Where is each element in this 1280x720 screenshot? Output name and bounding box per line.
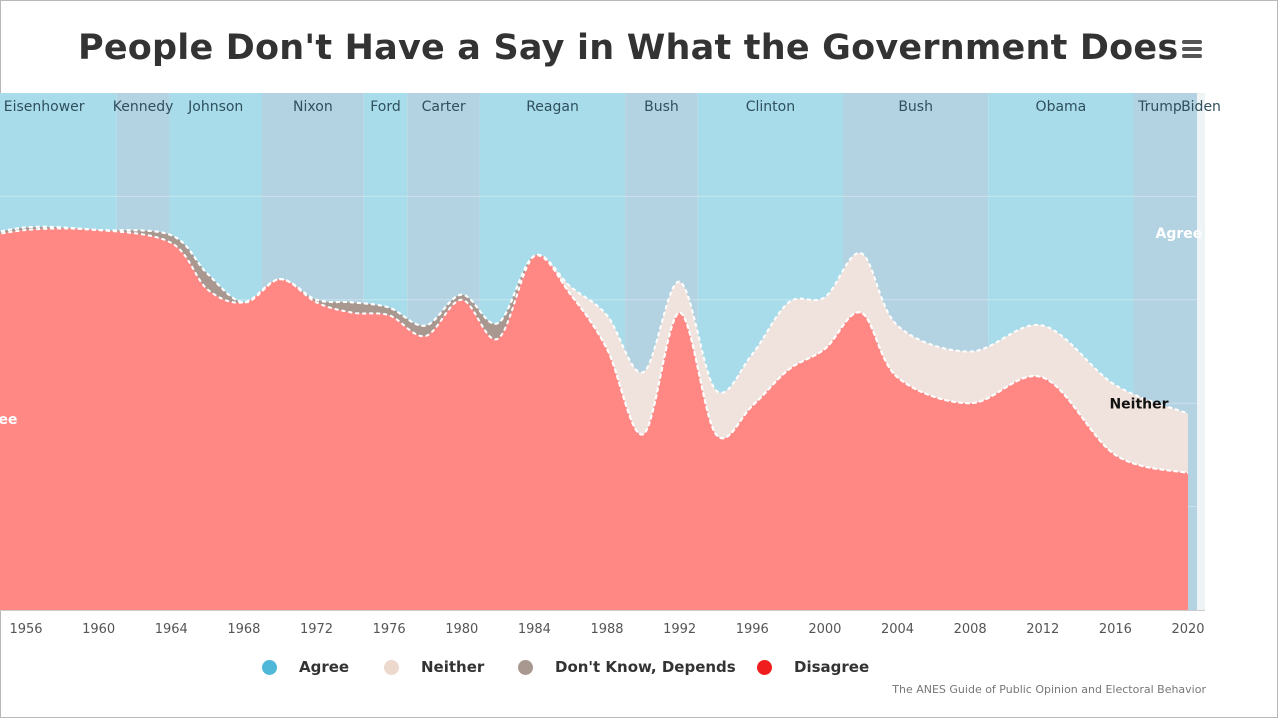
x-tick-label-2020: 2020 bbox=[1171, 622, 1204, 637]
president-label-bush: Bush bbox=[898, 99, 933, 115]
x-tick-label-2016: 2016 bbox=[1099, 622, 1132, 637]
plot-edge bbox=[1197, 93, 1205, 610]
x-tick-label-2008: 2008 bbox=[954, 622, 987, 637]
x-tick-label-1956: 1956 bbox=[9, 622, 42, 637]
legend-marker bbox=[262, 659, 277, 675]
legend-label: Agree bbox=[299, 658, 350, 676]
president-label-nixon: Nixon bbox=[293, 99, 333, 115]
legend-label: Disagree bbox=[794, 658, 870, 676]
president-label-trump: Trump bbox=[1137, 99, 1182, 115]
x-tick-label-2004: 2004 bbox=[881, 622, 914, 637]
area-disagree bbox=[0, 228, 1188, 611]
legend-marker bbox=[757, 659, 772, 675]
chart-legend: Agree Neither Don't Know, Depends Disagree bbox=[0, 654, 1280, 680]
president-label-reagan: Reagan bbox=[526, 99, 579, 115]
area-label-agree: Agree bbox=[1156, 226, 1203, 242]
chart-title: People Don't Have a Say in What the Gove… bbox=[78, 28, 1179, 68]
legend-marker bbox=[384, 659, 399, 675]
series-line-neither bbox=[0, 225, 1189, 415]
president-label-clinton: Clinton bbox=[746, 99, 795, 115]
x-tick-label-1976: 1976 bbox=[373, 622, 406, 637]
president-label-johnson: Johnson bbox=[187, 99, 243, 115]
x-tick-label-1960: 1960 bbox=[82, 622, 115, 637]
legend-item-disagree[interactable]: Disagree bbox=[757, 654, 869, 680]
legend-item-don-t-know-depends[interactable]: Don't Know, Depends bbox=[518, 654, 736, 680]
president-label-biden: Biden bbox=[1181, 99, 1221, 115]
x-tick-label-1996: 1996 bbox=[736, 622, 769, 637]
legend-label: Don't Know, Depends bbox=[555, 658, 736, 676]
president-label-ford: Ford bbox=[370, 99, 401, 115]
x-tick-label-1988: 1988 bbox=[590, 622, 623, 637]
president-label-eisenhower: Eisenhower bbox=[4, 99, 85, 115]
x-tick-label-1972: 1972 bbox=[300, 622, 333, 637]
legend-label: Neither bbox=[421, 658, 485, 676]
legend-marker bbox=[518, 659, 533, 675]
x-tick-label-1968: 1968 bbox=[227, 622, 260, 637]
president-label-carter: Carter bbox=[422, 99, 466, 115]
x-tick-label-1984: 1984 bbox=[518, 622, 551, 637]
president-label-obama: Obama bbox=[1036, 99, 1087, 115]
x-tick-label-2012: 2012 bbox=[1026, 622, 1059, 637]
legend-item-agree[interactable]: Agree bbox=[262, 654, 349, 680]
president-label-bush: Bush bbox=[644, 99, 679, 115]
area-label-neither: Neither bbox=[1109, 396, 1168, 412]
area-label-disagree: Disagree bbox=[0, 412, 17, 428]
x-tick-label-1980: 1980 bbox=[445, 622, 478, 637]
x-tick-label-2000: 2000 bbox=[808, 622, 841, 637]
hamburger-menu-icon[interactable] bbox=[1178, 36, 1208, 62]
x-tick-label-1964: 1964 bbox=[155, 622, 188, 637]
x-tick-label-1992: 1992 bbox=[663, 622, 696, 637]
chart-credit: The ANES Guide of Public Opinion and Ele… bbox=[892, 683, 1206, 696]
president-label-kennedy: Kennedy bbox=[113, 99, 174, 115]
legend-item-neither[interactable]: Neither bbox=[384, 654, 484, 680]
